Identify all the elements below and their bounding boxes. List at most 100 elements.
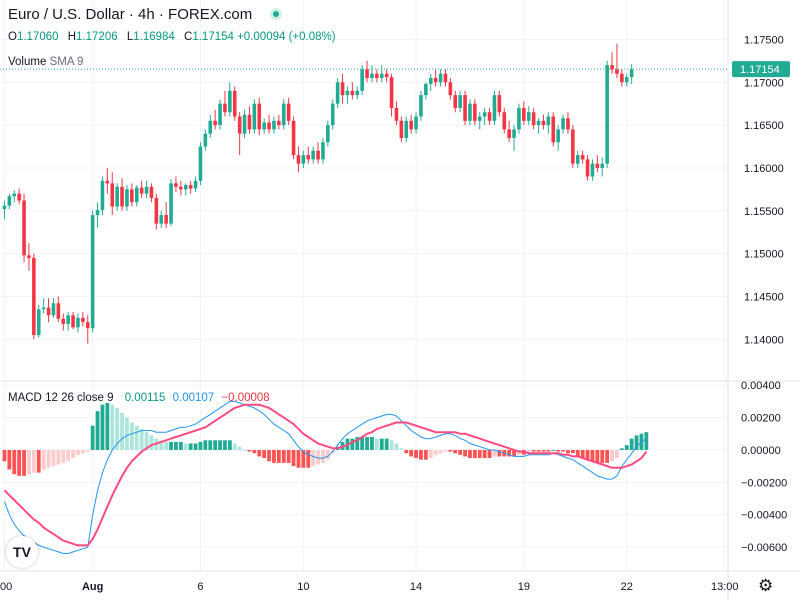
- macd-histogram-bar: [615, 449, 619, 459]
- macd-histogram-bar: [281, 449, 286, 463]
- price-tick-label: 1.16000: [744, 163, 784, 175]
- time-tick-label: 6: [197, 581, 203, 593]
- candle-body: [252, 103, 257, 130]
- candle-body: [536, 120, 541, 126]
- macd-histogram-bar: [183, 443, 188, 450]
- candle-body: [448, 82, 453, 96]
- macd-histogram-bar: [605, 449, 610, 463]
- macd-histogram-bar: [526, 449, 531, 452]
- macd-tick-label: −0.00400: [741, 510, 787, 522]
- candle-body: [301, 155, 306, 164]
- candle-body: [424, 83, 428, 96]
- candle-body: [149, 186, 154, 198]
- macd-histogram-bar: [61, 449, 66, 463]
- candle-body: [473, 103, 477, 121]
- macd-histogram-bar: [27, 449, 31, 475]
- macd-histogram-bar: [95, 411, 100, 450]
- macd-histogram-bar: [22, 449, 26, 476]
- volume-legend[interactable]: Volume SMA 9: [8, 56, 83, 68]
- candle-body: [487, 112, 492, 121]
- macd-label[interactable]: MACD: [8, 392, 42, 404]
- macd-histogram-bar: [12, 449, 17, 475]
- macd-histogram-bar: [227, 440, 232, 450]
- candle-body: [242, 114, 247, 134]
- candle-body: [41, 307, 46, 310]
- candle-body: [360, 69, 364, 91]
- gear-icon[interactable]: ⚙: [758, 576, 774, 595]
- macd-histogram-bar: [365, 437, 369, 450]
- macd-histogram-bar: [463, 449, 467, 457]
- macd-histogram-bar: [144, 432, 149, 450]
- macd-histogram-bar: [321, 449, 325, 463]
- candle-body: [379, 73, 384, 78]
- candle-body: [443, 73, 448, 83]
- candle-body: [130, 189, 134, 203]
- macd-histogram-bar: [174, 441, 178, 450]
- macd-histogram-bar: [2, 449, 7, 462]
- candle-body: [125, 189, 129, 207]
- macd-histogram-bar: [531, 449, 536, 452]
- candle-body: [188, 185, 193, 189]
- macd-histogram-bar: [66, 449, 71, 462]
- macd-histogram-bar: [129, 422, 134, 450]
- price-tick-label: 1.17500: [744, 34, 784, 46]
- time-tick-label: 19: [518, 581, 530, 593]
- tradingview-logo[interactable]: TV: [6, 536, 38, 568]
- candle-body: [585, 159, 590, 177]
- macd-histogram-bar: [556, 449, 561, 452]
- symbol-title[interactable]: Euro / U.S. Dollar · 4h · FOREX.com: [8, 6, 253, 23]
- macd-histogram-bar: [507, 449, 512, 457]
- candle-body: [218, 103, 222, 126]
- candle-body: [419, 95, 423, 117]
- candle-body: [51, 303, 56, 316]
- candle-body: [17, 193, 21, 201]
- macd-histogram-bar: [384, 438, 389, 450]
- macd-histogram-bar: [31, 449, 36, 473]
- last-price-label: 1.17154: [740, 64, 780, 76]
- candle-body: [154, 197, 159, 224]
- macd-histogram-bar: [169, 441, 173, 450]
- candle-body: [600, 163, 605, 168]
- candle-body: [615, 69, 619, 74]
- candle-body: [433, 77, 438, 83]
- candle-body: [213, 120, 217, 126]
- macd-histogram-bar: [585, 449, 590, 460]
- candle-body: [134, 187, 139, 203]
- close-value: 1.17154 +0.00094 (+0.08%): [192, 31, 336, 43]
- macd-histogram-bar: [178, 441, 183, 450]
- macd-histogram-bar: [188, 443, 193, 450]
- price-tick-label: 1.17000: [744, 77, 784, 89]
- candle-body: [110, 183, 115, 207]
- macd-histogram-bar: [198, 441, 203, 450]
- symbol-title-row[interactable]: Euro / U.S. Dollar · 4h · FOREX.com: [8, 6, 283, 23]
- macd-histogram-bar: [370, 437, 374, 450]
- macd-histogram-bar: [237, 446, 242, 450]
- high-value: 1.17206: [76, 31, 118, 43]
- macd-histogram-bar: [115, 407, 120, 450]
- candle-body: [272, 120, 276, 130]
- macd-histogram-bar: [595, 449, 600, 463]
- candle-body: [90, 215, 95, 329]
- macd-histogram-bar: [497, 449, 502, 457]
- candle-body: [183, 185, 188, 190]
- candle-body: [120, 186, 124, 207]
- candle-body: [610, 65, 614, 70]
- candle-body: [12, 193, 17, 197]
- candle-body: [541, 120, 546, 126]
- macd-histogram-bar: [389, 440, 394, 450]
- candle-body: [458, 95, 462, 108]
- candle-body: [286, 103, 291, 121]
- macd-legend[interactable]: MACD 12 26 close 9 0.00115 0.00107 −0.00…: [8, 392, 270, 404]
- candle-body: [482, 112, 487, 117]
- candle-body: [605, 65, 609, 164]
- macd-line: [4, 400, 647, 554]
- macd-histogram-bar: [438, 449, 443, 454]
- candle-body: [580, 155, 585, 160]
- macd-histogram-bar: [644, 432, 649, 450]
- macd-histogram-bar: [619, 448, 624, 450]
- candle-body: [468, 103, 472, 121]
- macd-histogram-bar: [472, 449, 477, 459]
- volume-label[interactable]: Volume: [8, 56, 47, 68]
